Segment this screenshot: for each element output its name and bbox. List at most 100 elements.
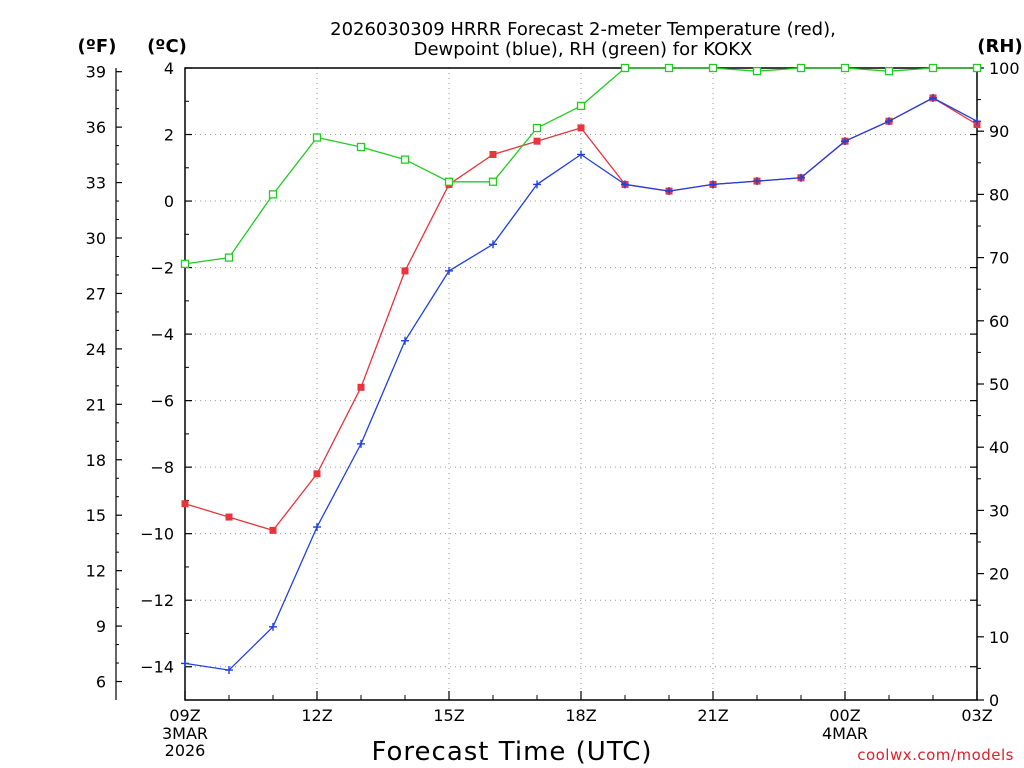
celsius-tick-label: −6 (150, 392, 174, 411)
celsius-tick-label: −12 (140, 591, 174, 610)
rh-tick-label: 60 (989, 312, 1009, 331)
fahrenheit-tick-label: 39 (86, 63, 106, 82)
rh-point (752, 67, 762, 76)
dewpoint-point (885, 117, 893, 126)
celsius-tick-label: −4 (150, 325, 174, 344)
fahrenheit-tick-label: 6 (96, 673, 106, 692)
celsius-tick-label: 2 (164, 126, 174, 145)
rh-point (664, 63, 674, 73)
rh-point (796, 63, 806, 73)
rh-point (180, 259, 190, 269)
fahrenheit-tick-label: 36 (86, 118, 106, 137)
rh-point (444, 177, 454, 186)
rh-point (532, 123, 542, 133)
temperature-point (181, 500, 189, 508)
rh-point (356, 142, 366, 152)
celsius-tick-label: 4 (164, 59, 174, 78)
celsius-tick-label: −14 (140, 658, 174, 677)
dewpoint-point (445, 266, 453, 275)
dewpoint-point (621, 180, 629, 189)
rh-tick-label: 80 (989, 185, 1009, 204)
x-tick-label: 09Z (169, 706, 200, 725)
fahrenheit-tick-label: 30 (86, 229, 106, 248)
dewpoint-point (577, 150, 585, 159)
temperature-point (533, 137, 541, 145)
grid-lines (185, 68, 977, 700)
rh-point (708, 63, 718, 73)
dewpoint-point (313, 523, 321, 532)
dewpoint-point (709, 180, 717, 189)
rh-tick-label: 90 (989, 122, 1009, 141)
series-temperature (181, 94, 981, 534)
rh-point (488, 177, 498, 186)
rh-point (840, 63, 850, 73)
rh-tick-label: 70 (989, 249, 1009, 268)
rh-tick-label: 10 (989, 628, 1009, 647)
rh-tick-label: 0 (989, 691, 999, 710)
x-tick-label: 03Z (961, 706, 992, 725)
x-tick-date-label: 4MAR (822, 724, 868, 743)
dewpoint-point (929, 93, 937, 102)
temperature-point (357, 383, 365, 391)
fahrenheit-tick-label: 21 (86, 395, 106, 414)
rh-tick-label: 50 (989, 375, 1009, 394)
rh-point (312, 133, 322, 142)
fahrenheit-tick-label: 15 (86, 506, 106, 525)
dewpoint-point (269, 622, 277, 631)
x-tick-label: 18Z (565, 706, 596, 725)
series-rh (180, 63, 982, 269)
temperature-point (401, 267, 409, 275)
celsius-tick-label: −10 (140, 525, 174, 544)
x-tick-label: 15Z (433, 706, 464, 725)
fahrenheit-tick-label: 27 (86, 284, 106, 303)
x-tick-year-label: 2026 (165, 741, 206, 760)
rh-point (224, 253, 234, 262)
dewpoint-point (753, 177, 761, 186)
rh-point (972, 63, 982, 73)
dewpoint-point (489, 240, 497, 249)
x-tick-date-label: 3MAR (162, 724, 208, 743)
dewpoint-point (665, 187, 673, 196)
rh-tick-label: 40 (989, 438, 1009, 457)
rh-tick-label: 100 (989, 59, 1020, 78)
dewpoint-point (533, 180, 541, 189)
celsius-unit-label: (ºC) (147, 36, 187, 57)
celsius-tick-label: −8 (150, 458, 174, 477)
dewpoint-point (357, 439, 365, 448)
chart-title-line2: Dewpoint (blue), RH (green) for KOKX (414, 39, 753, 60)
fahrenheit-unit-label: (ºF) (78, 36, 117, 57)
rh-point (884, 67, 894, 76)
temperature-point (269, 526, 277, 534)
x-tick-label: 21Z (697, 706, 728, 725)
rh-point (928, 63, 938, 73)
credit-text: coolwx.com/models (857, 746, 1014, 764)
x-tick-label: 12Z (301, 706, 332, 725)
rh-line (184, 67, 977, 265)
rh-tick-label: 20 (989, 565, 1009, 584)
fahrenheit-tick-label: 33 (86, 174, 106, 193)
axes: 420−2−4−6−8−10−12−1439363330272421181512… (86, 59, 1020, 760)
dewpoint-point (401, 336, 409, 345)
rh-point (268, 190, 278, 199)
rh-unit-label: (RH) (977, 36, 1022, 57)
x-axis-label: Forecast Time (UTC) (371, 737, 652, 767)
fahrenheit-tick-label: 18 (86, 451, 106, 470)
celsius-tick-label: −2 (150, 259, 174, 278)
celsius-tick-label: 0 (164, 192, 174, 211)
series-layer (180, 63, 982, 675)
dewpoint-point (225, 666, 233, 675)
series-dewpoint (181, 93, 981, 675)
dewpoint-point (973, 117, 981, 126)
dewpoint-point (181, 659, 189, 668)
rh-point (576, 101, 586, 111)
chart-title-line1: 2026030309 HRRR Forecast 2-meter Tempera… (330, 19, 836, 40)
dewpoint-point (797, 173, 805, 182)
rh-point (620, 63, 630, 73)
fahrenheit-tick-label: 24 (86, 340, 106, 359)
temperature-point (489, 150, 497, 158)
temperature-line (184, 97, 978, 532)
dewpoint-point (841, 137, 849, 146)
temperature-point (313, 470, 321, 478)
temperature-point (577, 124, 585, 132)
